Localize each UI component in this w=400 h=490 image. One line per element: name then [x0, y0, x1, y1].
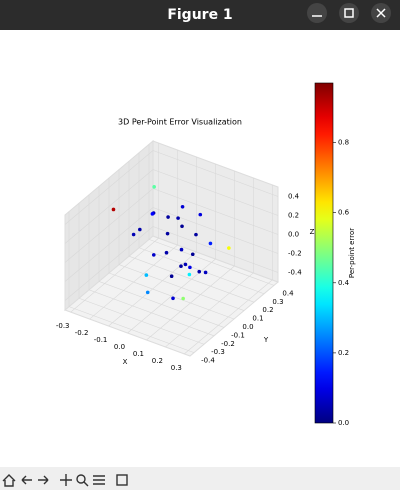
x-tick-label: -0.3	[56, 322, 70, 330]
x-axis-label: X	[123, 358, 128, 366]
grid-line	[64, 169, 154, 244]
toolbar	[0, 467, 400, 490]
data-point	[179, 247, 184, 252]
data-point	[208, 241, 213, 246]
colorbar-tick-label: 0.0	[338, 419, 349, 427]
y-tick-label: -0.1	[231, 331, 245, 339]
grid-line	[152, 169, 279, 216]
data-point	[164, 250, 169, 255]
y-tick-label: 0.2	[262, 306, 273, 314]
window-title: Figure 1	[167, 7, 232, 23]
title-bar	[0, 0, 400, 30]
save-button[interactable]	[116, 474, 128, 486]
grid-line	[88, 289, 215, 337]
data-point	[187, 272, 192, 277]
maximize-button[interactable]	[339, 3, 359, 23]
grid-line	[138, 247, 265, 295]
data-point	[181, 296, 185, 301]
data-point	[138, 227, 142, 232]
data-point	[165, 231, 170, 236]
x-tick-label: 0.0	[114, 343, 125, 351]
data-point	[150, 212, 155, 216]
data-point	[190, 252, 195, 257]
y-tick-label: -0.4	[201, 357, 215, 365]
grid-line	[148, 239, 275, 286]
grid-line	[152, 226, 279, 273]
grid-line	[152, 188, 279, 235]
forward-button[interactable]	[38, 475, 49, 485]
x-tick-label: -0.1	[94, 336, 108, 344]
grid-line	[64, 207, 154, 282]
data-point	[227, 246, 231, 250]
grid-line	[68, 306, 195, 353]
data-point	[203, 270, 208, 275]
data-point	[188, 265, 192, 270]
data-point	[180, 205, 185, 209]
colorbar-tick-label: 0.8	[338, 139, 349, 147]
data-point	[152, 185, 156, 189]
colorbar-tick-label: 0.6	[338, 209, 350, 217]
data-point	[145, 290, 150, 295]
data-point	[171, 296, 175, 301]
z-tick-label: -0.2	[288, 250, 302, 258]
data-point	[151, 253, 156, 257]
data-point	[197, 269, 202, 274]
data-point	[111, 207, 116, 212]
x-tick-label: 0.3	[171, 364, 182, 372]
data-point	[176, 216, 180, 220]
data-point	[166, 215, 170, 219]
grid-line	[152, 150, 279, 197]
colorbar-tick-label: 0.2	[338, 349, 349, 357]
data-point	[198, 212, 203, 217]
configure-button[interactable]	[93, 475, 105, 485]
back-button[interactable]	[21, 475, 32, 485]
x-tick-label: -0.2	[75, 329, 89, 337]
z-tick-label: -0.4	[288, 269, 302, 277]
chart-title: 3D Per-Point Error Visualization	[118, 118, 242, 127]
colorbar-label: Per-point error	[348, 228, 356, 278]
data-point	[169, 274, 174, 278]
x-tick-label: 0.1	[133, 350, 144, 358]
grid-line	[64, 150, 154, 225]
data-point	[180, 224, 184, 229]
close-button[interactable]	[371, 3, 391, 23]
home-button[interactable]	[2, 474, 16, 487]
grid-line	[108, 272, 235, 320]
grid-line	[78, 297, 205, 345]
y-tick-label: 0.3	[272, 298, 283, 306]
colorbar	[314, 82, 334, 424]
z-tick-label: 0.4	[288, 193, 300, 201]
minimize-button[interactable]	[307, 3, 327, 23]
grid-line	[98, 281, 225, 328]
y-tick-label: 0.1	[252, 315, 263, 323]
y-tick-label: 0.4	[282, 289, 294, 297]
grid-line	[64, 226, 154, 301]
zoom-button[interactable]	[76, 474, 89, 487]
y-axis-label: Y	[263, 336, 269, 344]
data-point	[179, 264, 183, 269]
data-point	[131, 232, 136, 237]
y-tick-label: -0.2	[221, 340, 235, 348]
x-tick-label: 0.2	[152, 357, 163, 365]
y-tick-label: 0.0	[242, 323, 253, 331]
data-point	[144, 273, 149, 277]
data-point	[183, 262, 188, 267]
pan-button[interactable]	[60, 474, 72, 486]
z-axis-label: Z	[310, 228, 315, 236]
z-tick-label: 0.2	[288, 212, 299, 220]
grid-line	[118, 264, 245, 311]
grid-line	[128, 255, 255, 303]
grid-line	[64, 188, 154, 263]
colorbar-tick-label: 0.4	[338, 279, 350, 287]
y-tick-label: -0.3	[211, 348, 225, 356]
grid-line	[152, 207, 279, 254]
z-tick-label: 0.0	[288, 231, 299, 239]
data-point	[194, 232, 198, 237]
